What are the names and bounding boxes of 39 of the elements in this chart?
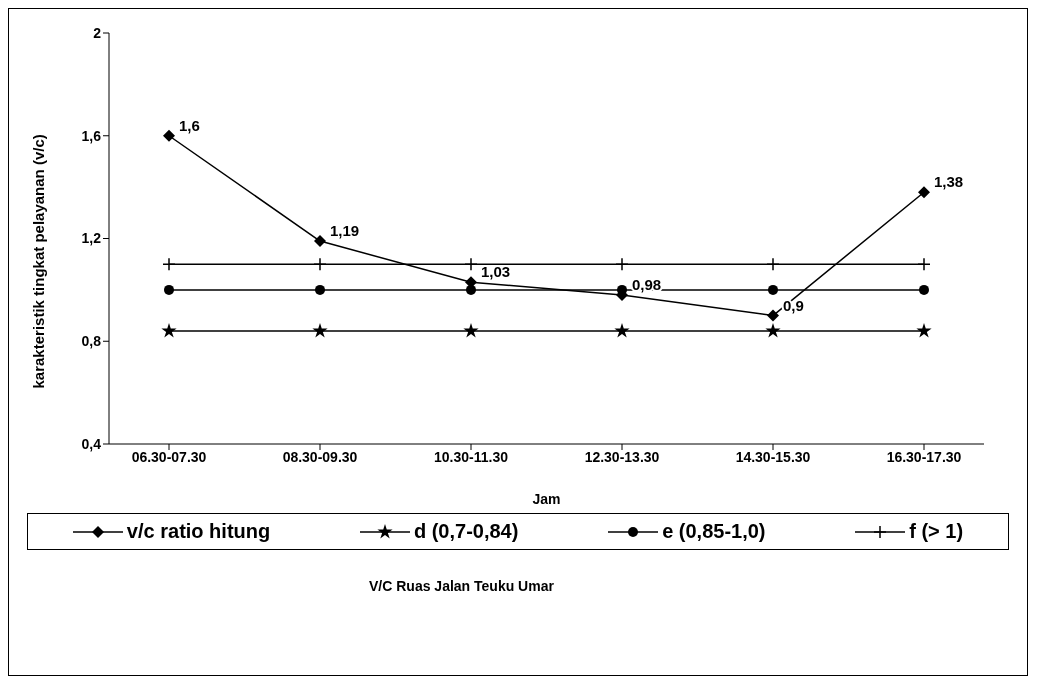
point	[466, 284, 476, 295]
point	[315, 284, 325, 295]
point	[918, 186, 930, 199]
x-tick-label: 10.30-11.30	[434, 448, 509, 465]
x-tick-label: 12.30-13.30	[584, 448, 660, 465]
data-label: 0,9	[783, 296, 804, 314]
legend-label: e (0,85-1,0)	[662, 520, 766, 543]
legend-label: v/c ratio hitung	[126, 520, 271, 543]
y-tick-label: 1,2	[81, 230, 102, 247]
text: V/C Ruas Jalan Teuku Umar	[369, 578, 555, 594]
y-tick-label: 0,8	[81, 333, 102, 350]
data-label: 1,38	[934, 173, 964, 191]
y-axis-title: karakteristik tingkat pelayanan (v/c)	[30, 134, 48, 389]
point	[162, 257, 176, 271]
point	[313, 257, 327, 271]
y-tick-label: 1,6	[81, 127, 102, 144]
point	[767, 309, 779, 322]
data-label: 0,98	[632, 276, 662, 294]
y-tick-label: 0,4	[81, 435, 102, 452]
point	[768, 284, 778, 295]
point	[766, 257, 780, 271]
point	[919, 284, 929, 295]
point	[164, 284, 174, 295]
legend-label: d (0,7-0,84)	[413, 520, 519, 543]
legend-label: f (> 1)	[909, 520, 964, 543]
x-tick-label: 06.30-07.30	[131, 448, 207, 465]
point	[163, 129, 175, 142]
point	[314, 235, 326, 248]
data-label: 1,03	[481, 263, 511, 281]
x-tick-label: 16.30-17.30	[886, 448, 962, 465]
x-tick-label: 14.30-15.30	[735, 448, 811, 465]
x-axis-title: Jam	[532, 491, 561, 507]
point	[464, 257, 478, 271]
data-label: 1,19	[330, 222, 360, 240]
point	[917, 257, 931, 271]
data-label: 1,6	[179, 116, 200, 134]
x-tick-label: 08.30-09.30	[282, 448, 358, 465]
y-tick-label: 2	[93, 24, 102, 41]
point	[615, 257, 629, 271]
